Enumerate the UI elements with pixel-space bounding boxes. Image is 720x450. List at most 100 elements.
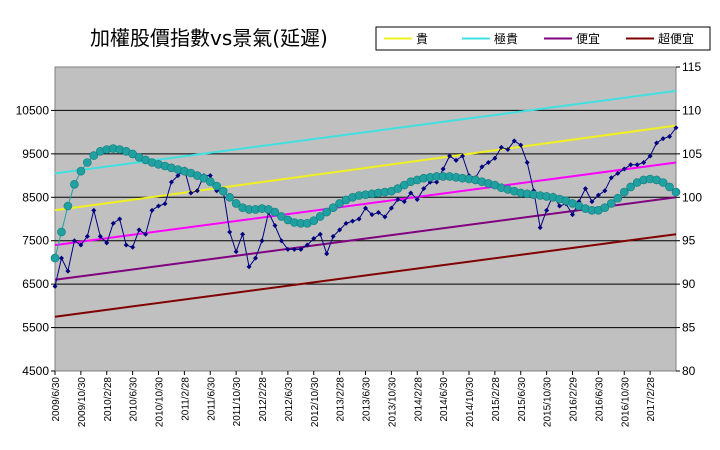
series-6-point-89 — [626, 182, 636, 192]
series-5-point-30 — [246, 264, 252, 270]
series-5-point-34 — [272, 223, 278, 229]
series-line-1 — [54, 124, 677, 212]
series-6-point-0 — [50, 253, 60, 263]
legend: 貴 極貴 便宜 超便宜 — [375, 26, 711, 51]
series-5-point-27 — [227, 229, 233, 235]
series-5-point-75 — [537, 225, 543, 231]
y-right-tick-label-0: 80 — [682, 364, 696, 378]
series-5-point-9 — [110, 220, 116, 226]
series-5-point-31 — [253, 255, 259, 261]
x-tick-label-19: 2015/10/30 — [543, 377, 554, 427]
series-5-point-70 — [505, 147, 511, 153]
y-left-tick-label-4: 8500 — [22, 190, 49, 204]
series-5-point-72 — [518, 142, 524, 148]
series-5-point-29 — [240, 231, 246, 237]
series-5-point-0 — [52, 283, 58, 289]
series-5-point-86 — [608, 175, 614, 181]
series-5-point-92 — [647, 153, 653, 159]
series-5-point-67 — [485, 160, 491, 166]
x-tick-label-2: 2010/2/28 — [103, 377, 114, 422]
x-tick-label-11: 2013/2/28 — [336, 377, 347, 422]
series-5-point-47 — [356, 216, 362, 222]
x-tick-label-12: 2013/6/30 — [362, 377, 373, 422]
series-5-point-44 — [337, 227, 343, 233]
series-6-point-85 — [600, 203, 610, 212]
series-5-point-5 — [84, 233, 90, 239]
series-4 — [54, 233, 677, 318]
legend-label-0: 貴 — [416, 32, 428, 46]
plot-area — [54, 66, 677, 372]
y-axis-right: 80 85 90 95 100 105 110 115 — [676, 60, 702, 378]
series-6-point-35 — [277, 212, 286, 221]
x-tick-label-16: 2014/10/30 — [465, 377, 476, 427]
series-6-point-23 — [199, 173, 209, 183]
series-0 — [54, 89, 677, 175]
series-5-point-52 — [388, 205, 394, 211]
x-tick-label-5: 2011/2/28 — [180, 377, 191, 421]
series-5-point-59 — [434, 179, 440, 185]
y-right-tick-label-1: 85 — [682, 321, 696, 335]
series-6-point-28 — [231, 199, 241, 208]
x-tick-label-6: 2011/6/30 — [206, 377, 217, 421]
chart-title: 加權股價指數vs景氣(延遲) — [90, 26, 328, 50]
x-tick-label-20: 2016/2/29 — [569, 377, 580, 422]
series-5-point-95 — [667, 133, 673, 139]
series-5-point-93 — [654, 140, 660, 146]
series-5-point-36 — [285, 246, 291, 252]
series-5-point-11 — [123, 242, 129, 248]
series-5-point-49 — [369, 212, 375, 218]
series-6-point-3 — [70, 180, 79, 189]
series-5-point-82 — [582, 186, 588, 192]
x-tick-label-4: 2010/10/30 — [155, 377, 166, 427]
series-6 — [50, 144, 681, 263]
series-5-point-35 — [278, 238, 284, 244]
series-6-point-40 — [309, 216, 319, 225]
x-axis: 2009/6/30 2009/10/30 2010/2/28 2010/6/30 201… — [51, 371, 657, 427]
series-5-point-94 — [660, 136, 666, 142]
x-tick-label-21: 2016/6/30 — [594, 377, 605, 422]
series-6-point-25 — [212, 181, 221, 191]
x-tick-label-23: 2017/2/28 — [646, 377, 657, 422]
series-5-point-24 — [207, 173, 213, 179]
x-tick-label-15: 2014/6/30 — [439, 377, 450, 422]
series-3 — [54, 196, 677, 281]
series-5-point-84 — [595, 192, 601, 198]
series-1 — [54, 124, 677, 212]
series-6-point-6 — [89, 151, 99, 160]
series-5-point-43 — [330, 233, 336, 239]
series-5-point-73 — [524, 160, 530, 166]
series-6-point-88 — [619, 187, 629, 197]
series-6-point-53 — [393, 184, 403, 193]
series-2 — [54, 161, 677, 247]
series-5-point-18 — [168, 179, 174, 185]
series-5-point-22 — [194, 188, 200, 194]
x-tick-label-8: 2012/2/28 — [258, 377, 269, 422]
series-5-point-45 — [343, 220, 349, 226]
series-5-point-91 — [641, 160, 647, 166]
x-tick-label-13: 2013/10/30 — [387, 377, 398, 427]
series-5-point-63 — [460, 153, 466, 159]
series-5-point-21 — [188, 190, 194, 196]
series-6-point-42 — [322, 207, 332, 217]
series-6-point-5 — [83, 158, 92, 167]
series-5-point-54 — [401, 199, 407, 205]
series-5-point-37 — [291, 246, 297, 252]
series-5-point-57 — [421, 186, 427, 192]
x-tick-label-10: 2012/10/30 — [310, 377, 321, 427]
x-tick-label-3: 2010/6/30 — [129, 377, 140, 422]
y-left-tick-label-0: 4500 — [22, 364, 49, 378]
series-5-point-32 — [259, 238, 265, 244]
series-5-point-16 — [156, 203, 161, 209]
x-tick-label-9: 2012/6/30 — [284, 377, 295, 422]
y-left-tick-label-3: 7500 — [22, 234, 49, 248]
series-5-point-15 — [149, 207, 155, 213]
y-left-tick-label-2: 6500 — [22, 277, 49, 291]
y-right-tick-label-5: 105 — [682, 147, 702, 161]
y-left-tick-label-5: 9500 — [22, 147, 49, 161]
series-5-point-88 — [621, 166, 627, 172]
series-5-point-87 — [615, 170, 621, 176]
series-5-point-76 — [544, 207, 550, 213]
series-5-point-12 — [130, 244, 136, 250]
y-right-tick-label-7: 115 — [682, 60, 701, 74]
series-5-point-46 — [350, 218, 356, 224]
